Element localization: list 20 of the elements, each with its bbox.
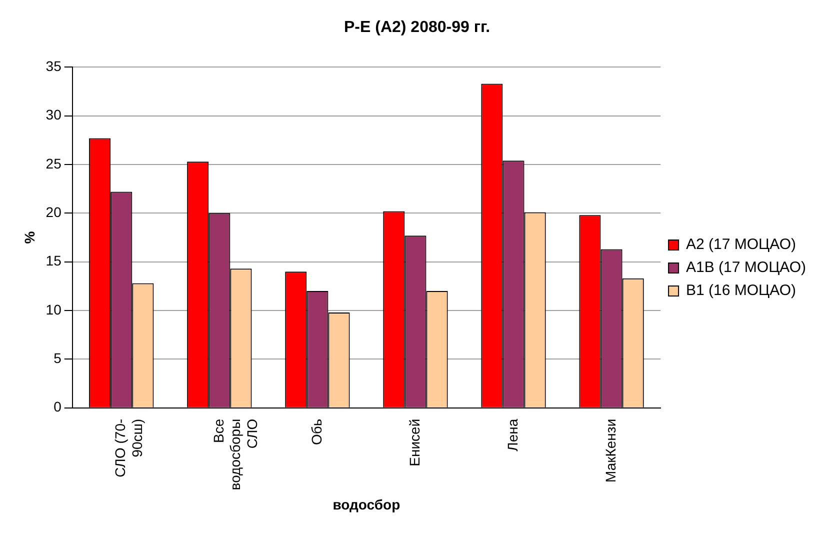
chart-title: Р-Е (А2) 2080-99 гг.: [344, 19, 490, 36]
y-tick-label: 0: [54, 398, 62, 415]
x-tick-label: Енисей: [406, 418, 422, 466]
legend-label: A1B (17 МОЦАО): [686, 259, 806, 276]
x-tick-label: МакКензи: [602, 418, 618, 482]
y-tick-label: 30: [46, 106, 62, 123]
y-tick-label: 5: [54, 350, 62, 366]
x-tick-label: Лена: [504, 418, 520, 452]
x-tick-label: Обь: [308, 418, 324, 446]
x-axis-title: водосбор: [332, 496, 400, 512]
y-axis-title: %: [21, 230, 38, 244]
y-tick-label: 35: [46, 58, 62, 74]
y-tick-label: 10: [46, 301, 62, 318]
y-tick-label: 20: [46, 204, 62, 220]
legend-label: B1 (16 МОЦАО): [686, 282, 796, 300]
x-tick-label: СЛО (70- 90сш): [112, 418, 146, 478]
x-tick-label: Все водосборы СЛО: [210, 418, 260, 490]
legend-label: A2 (17 МОЦАО): [686, 236, 796, 254]
y-tick-label: 25: [46, 155, 62, 172]
y-tick-label: 15: [46, 252, 62, 269]
